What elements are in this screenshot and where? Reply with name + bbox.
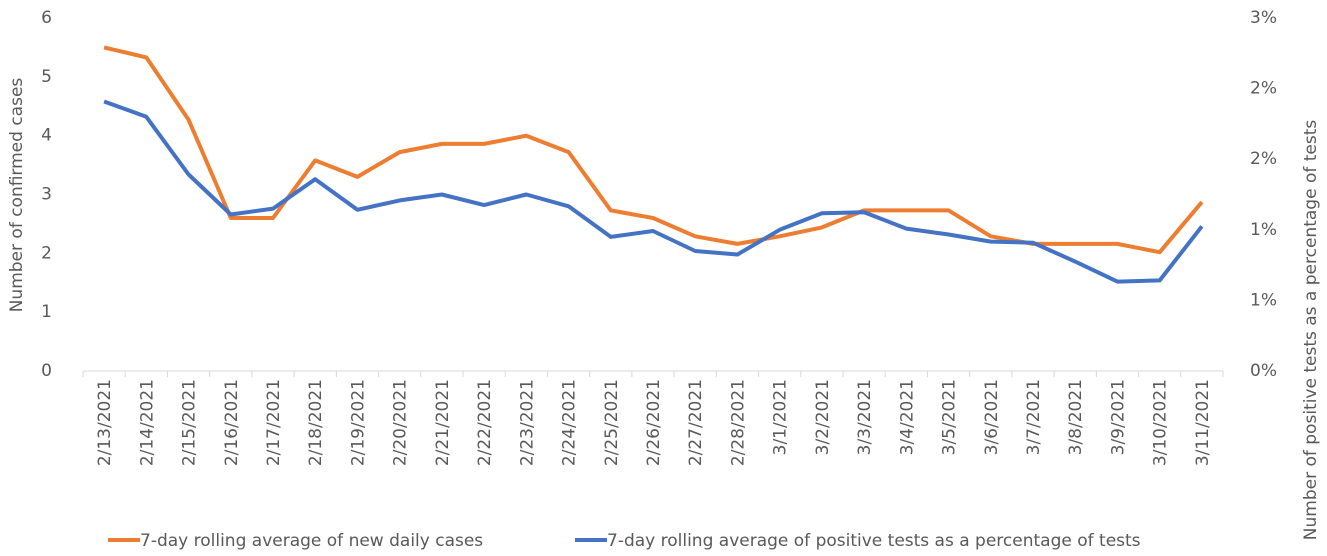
x-tick-label: 2/15/2021: [180, 379, 200, 466]
x-tick-label: 2/14/2021: [137, 379, 157, 466]
x-tick-label: 2/25/2021: [602, 379, 622, 466]
y-tick-label: 3: [41, 185, 52, 205]
y2-tick-label: 3%: [1250, 8, 1277, 28]
y2-tick-label: 1%: [1250, 220, 1277, 240]
x-tick-label: 2/13/2021: [95, 379, 115, 466]
y-tick-label: 4: [41, 126, 52, 146]
x-tick-label: 3/4/2021: [897, 379, 917, 455]
x-tick-label: 2/28/2021: [728, 379, 748, 466]
x-tick-label: 3/3/2021: [855, 379, 875, 455]
y-tick-label: 6: [41, 8, 52, 28]
x-tick-label: 2/19/2021: [348, 379, 368, 466]
x-tick-label: 3/2/2021: [813, 379, 833, 455]
y2-tick-label: 2%: [1250, 149, 1277, 169]
x-tick-label: 2/18/2021: [306, 379, 326, 466]
y-tick-label: 2: [41, 243, 52, 263]
x-tick-label: 3/9/2021: [1108, 379, 1128, 455]
y2-tick-label: 0%: [1250, 361, 1277, 381]
x-tick-label: 2/17/2021: [264, 379, 284, 466]
y-axis-title: Number of confirmed cases: [7, 78, 27, 313]
y2-axis-title: Number of positive tests as a percentage…: [1301, 120, 1321, 541]
x-tick-label: 2/20/2021: [391, 379, 411, 466]
x-tick-label: 3/7/2021: [1024, 379, 1044, 455]
x-tick-label: 2/23/2021: [517, 379, 537, 466]
x-tick-label: 3/5/2021: [940, 379, 960, 455]
series-line: [103, 45, 1204, 255]
x-tick-label: 3/8/2021: [1066, 379, 1086, 455]
y2-tick-label: 2%: [1250, 79, 1277, 99]
y-tick-label: 1: [41, 302, 52, 322]
y2-tick-label: 1%: [1250, 290, 1277, 310]
x-tick-label: 2/16/2021: [222, 379, 242, 466]
x-tick-label: 2/27/2021: [686, 379, 706, 466]
x-tick-label: 3/11/2021: [1193, 379, 1213, 466]
x-tick-label: 2/24/2021: [560, 379, 580, 466]
y-tick-label: 0: [41, 361, 52, 381]
x-tick-label: 3/10/2021: [1151, 379, 1171, 466]
x-tick-label: 2/26/2021: [644, 379, 664, 466]
y-tick-label: 5: [41, 67, 52, 87]
series-line: [103, 99, 1204, 284]
x-tick-label: 2/22/2021: [475, 379, 495, 466]
legend-label: 7-day rolling average of positive tests …: [607, 531, 1141, 551]
x-tick-label: 3/1/2021: [771, 379, 791, 455]
legend-label: 7-day rolling average of new daily cases: [140, 531, 483, 551]
x-tick-label: 3/6/2021: [982, 379, 1002, 455]
x-tick-label: 2/21/2021: [433, 379, 453, 466]
